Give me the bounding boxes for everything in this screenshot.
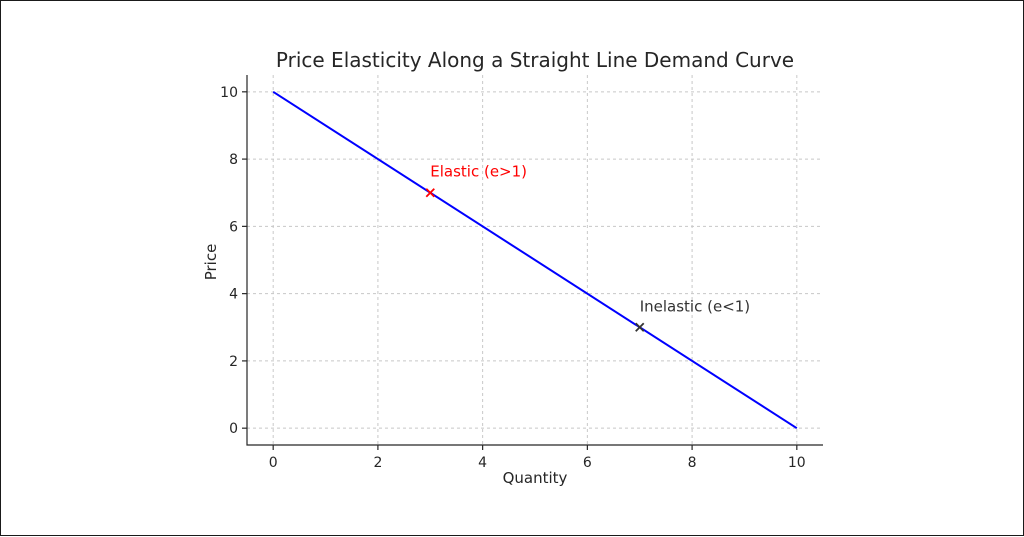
axis-spines	[246, 75, 823, 446]
y-tick-label: 10	[220, 85, 238, 101]
x-tick-label: 2	[373, 455, 382, 471]
x-tick-label: 4	[478, 455, 487, 471]
x-tick-label: 6	[583, 455, 592, 471]
y-tick-label: 2	[229, 354, 238, 370]
plot-area: Elastic (e>1) Inelastic (e<1)	[272, 90, 798, 430]
axes: 0 2 4 6 8 10 0 2 4 6 8 10	[220, 75, 823, 471]
chart-title: Price Elasticity Along a Straight Line D…	[276, 48, 794, 72]
x-axis-label: Quantity	[503, 469, 568, 487]
marker-stroke	[635, 322, 645, 332]
inelastic-point-label: Inelastic (e<1)	[640, 297, 750, 315]
inelastic-point-marker	[635, 322, 645, 332]
grid	[247, 75, 823, 445]
y-tick-label: 0	[229, 421, 238, 437]
elastic-point-marker	[425, 188, 435, 198]
x-tick-label: 0	[269, 455, 278, 471]
marker-stroke	[425, 188, 435, 198]
y-axis-label: Price	[202, 244, 220, 281]
x-tick-label: 10	[788, 455, 806, 471]
demand-line	[272, 90, 798, 430]
elastic-point-label: Elastic (e>1)	[430, 163, 527, 181]
y-tick-label: 8	[229, 152, 238, 168]
y-tick-label: 4	[229, 287, 238, 303]
x-tick-label: 8	[688, 455, 697, 471]
y-tick-label: 6	[229, 219, 238, 235]
